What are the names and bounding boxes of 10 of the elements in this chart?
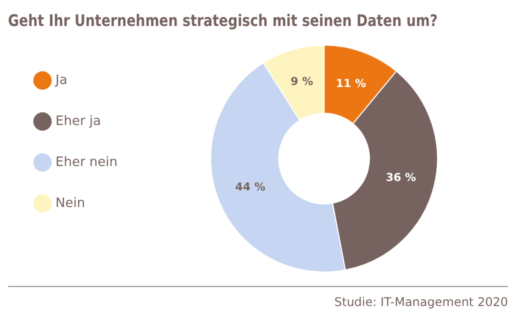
data-label: 11 % [336,76,366,90]
legend-label: Eher ja [56,114,184,129]
legend-label: Nein [56,196,168,211]
text: Studie: IT-Management 2020 [334,295,508,309]
data-label: 44 % [235,180,266,194]
legend-label: Ja [54,72,150,88]
data-label: 9 % [290,75,314,88]
legend-label: Eher nein [56,154,200,170]
chart-title: Geht Ihr Unternehmen strategisch mit seinen Daten um? [8,12,438,30]
data-label: 36 % [386,171,416,184]
